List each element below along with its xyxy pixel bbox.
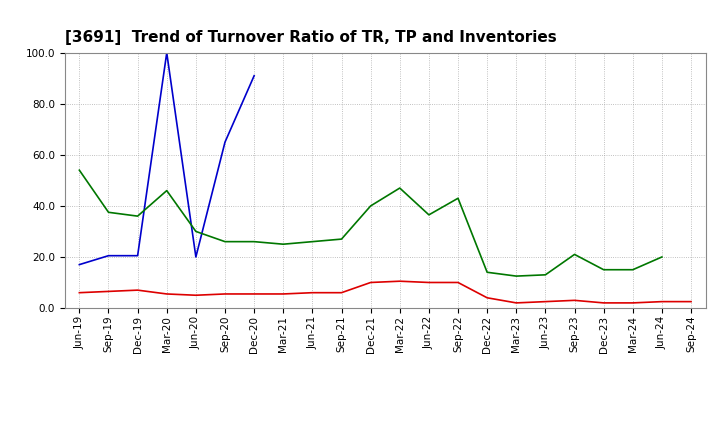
Trade Receivables [541, 299, 550, 304]
Trade Payables [75, 262, 84, 267]
Trade Payables [163, 50, 171, 55]
Inventories [657, 254, 666, 260]
Trade Receivables [512, 300, 521, 305]
Trade Receivables [395, 279, 404, 284]
Inventories [220, 239, 229, 244]
Trade Receivables [220, 291, 229, 297]
Inventories [366, 203, 375, 209]
Line: Inventories: Inventories [79, 170, 662, 276]
Inventories [133, 213, 142, 219]
Trade Payables [133, 253, 142, 258]
Inventories [104, 210, 113, 215]
Trade Receivables [192, 293, 200, 298]
Inventories [425, 212, 433, 217]
Inventories [570, 252, 579, 257]
Line: Trade Receivables: Trade Receivables [79, 281, 691, 303]
Inventories [250, 239, 258, 244]
Trade Payables [250, 73, 258, 78]
Trade Receivables [599, 300, 608, 305]
Inventories [599, 267, 608, 272]
Trade Receivables [250, 291, 258, 297]
Trade Receivables [483, 295, 492, 301]
Trade Receivables [687, 299, 696, 304]
Inventories [541, 272, 550, 278]
Inventories [337, 236, 346, 242]
Trade Receivables [570, 298, 579, 303]
Trade Receivables [337, 290, 346, 295]
Trade Receivables [629, 300, 637, 305]
Inventories [163, 188, 171, 193]
Trade Receivables [133, 287, 142, 293]
Inventories [512, 273, 521, 279]
Trade Payables [192, 254, 200, 260]
Trade Receivables [425, 280, 433, 285]
Inventories [279, 242, 287, 247]
Trade Payables [220, 139, 229, 145]
Trade Receivables [454, 280, 462, 285]
Trade Receivables [104, 289, 113, 294]
Inventories [395, 185, 404, 191]
Line: Trade Payables: Trade Payables [79, 53, 254, 264]
Text: [3691]  Trend of Turnover Ratio of TR, TP and Inventories: [3691] Trend of Turnover Ratio of TR, TP… [65, 29, 557, 45]
Inventories [192, 229, 200, 234]
Trade Receivables [308, 290, 317, 295]
Trade Receivables [366, 280, 375, 285]
Inventories [308, 239, 317, 244]
Inventories [483, 270, 492, 275]
Inventories [75, 168, 84, 173]
Trade Receivables [657, 299, 666, 304]
Trade Receivables [163, 291, 171, 297]
Trade Receivables [279, 291, 287, 297]
Inventories [454, 196, 462, 201]
Inventories [629, 267, 637, 272]
Trade Payables [104, 253, 113, 258]
Trade Receivables [75, 290, 84, 295]
